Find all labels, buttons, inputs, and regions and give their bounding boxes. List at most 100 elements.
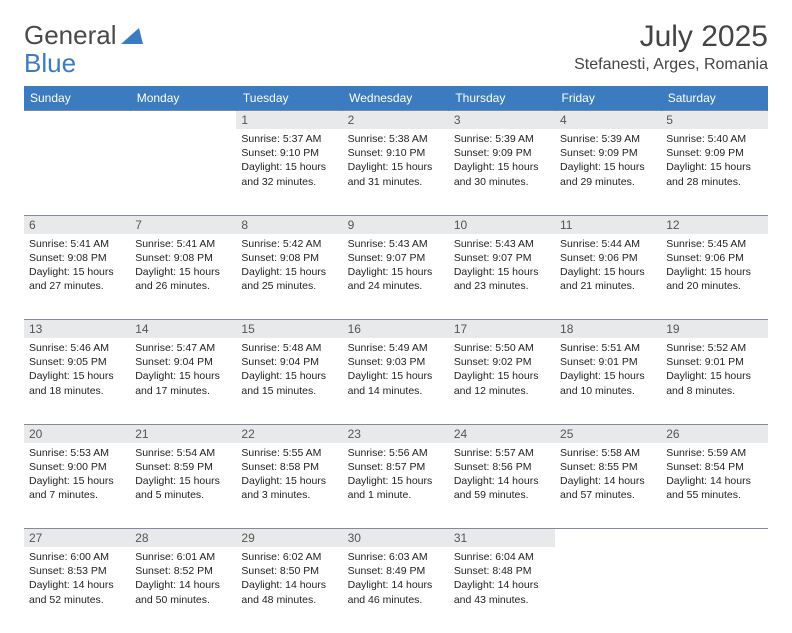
day-detail: Sunrise: 5:57 AMSunset: 8:56 PMDaylight:… xyxy=(449,443,555,509)
page-title: July 2025 xyxy=(574,20,768,54)
weekday-header: Monday xyxy=(130,86,236,111)
daylight-line2: and 46 minutes. xyxy=(348,593,444,607)
daylight-line2: and 28 minutes. xyxy=(666,175,762,189)
day-number: 15 xyxy=(236,320,342,338)
daynum-row: 6789101112 xyxy=(24,215,768,234)
day-number xyxy=(555,529,661,533)
day-number: 3 xyxy=(449,111,555,129)
logo-text-blue: Blue xyxy=(24,48,76,79)
day-number-cell: 20 xyxy=(24,424,130,443)
daylight-line: Daylight: 14 hours xyxy=(348,578,444,592)
day-number-cell: 2 xyxy=(343,111,449,130)
sunrise-line: Sunrise: 5:51 AM xyxy=(560,341,656,355)
sunrise-line: Sunrise: 5:54 AM xyxy=(135,446,231,460)
day-detail: Sunrise: 5:44 AMSunset: 9:06 PMDaylight:… xyxy=(555,234,661,300)
day-detail: Sunrise: 5:37 AMSunset: 9:10 PMDaylight:… xyxy=(236,129,342,195)
sunrise-line: Sunrise: 5:50 AM xyxy=(454,341,550,355)
sunrise-line: Sunrise: 6:04 AM xyxy=(454,550,550,564)
day-detail: Sunrise: 5:39 AMSunset: 9:09 PMDaylight:… xyxy=(555,129,661,195)
sunset-line: Sunset: 9:04 PM xyxy=(241,355,337,369)
daylight-line: Daylight: 14 hours xyxy=(241,578,337,592)
day-number-cell: 7 xyxy=(130,215,236,234)
day-number: 30 xyxy=(343,529,449,547)
day-number: 13 xyxy=(24,320,130,338)
day-number: 29 xyxy=(236,529,342,547)
day-number: 31 xyxy=(449,529,555,547)
sunrise-line: Sunrise: 5:43 AM xyxy=(348,237,444,251)
day-number-cell: 21 xyxy=(130,424,236,443)
daylight-line: Daylight: 15 hours xyxy=(560,160,656,174)
sunrise-line: Sunrise: 5:47 AM xyxy=(135,341,231,355)
sunset-line: Sunset: 8:52 PM xyxy=(135,564,231,578)
daylight-line2: and 52 minutes. xyxy=(29,593,125,607)
day-number-cell: 16 xyxy=(343,320,449,339)
daylight-line2: and 27 minutes. xyxy=(29,279,125,293)
sunset-line: Sunset: 9:10 PM xyxy=(348,146,444,160)
sunset-line: Sunset: 8:54 PM xyxy=(666,460,762,474)
sunset-line: Sunset: 8:57 PM xyxy=(348,460,444,474)
sunrise-line: Sunrise: 5:39 AM xyxy=(454,132,550,146)
daylight-line2: and 31 minutes. xyxy=(348,175,444,189)
sunrise-line: Sunrise: 6:00 AM xyxy=(29,550,125,564)
day-number: 9 xyxy=(343,216,449,234)
day-number-cell: 3 xyxy=(449,111,555,130)
daylight-line2: and 26 minutes. xyxy=(135,279,231,293)
day-number: 1 xyxy=(236,111,342,129)
day-number: 12 xyxy=(661,216,767,234)
sunrise-line: Sunrise: 5:46 AM xyxy=(29,341,125,355)
day-cell: Sunrise: 5:43 AMSunset: 9:07 PMDaylight:… xyxy=(449,234,555,320)
daylight-line: Daylight: 15 hours xyxy=(666,369,762,383)
day-detail: Sunrise: 6:03 AMSunset: 8:49 PMDaylight:… xyxy=(343,547,449,613)
sunset-line: Sunset: 9:07 PM xyxy=(454,251,550,265)
day-number-cell xyxy=(24,111,130,130)
daylight-line: Daylight: 15 hours xyxy=(29,474,125,488)
weekday-header: Thursday xyxy=(449,86,555,111)
daylight-line2: and 14 minutes. xyxy=(348,384,444,398)
weekday-header: Friday xyxy=(555,86,661,111)
day-number-cell: 27 xyxy=(24,529,130,548)
daylight-line2: and 7 minutes. xyxy=(29,488,125,502)
sunrise-line: Sunrise: 6:01 AM xyxy=(135,550,231,564)
day-detail: Sunrise: 5:49 AMSunset: 9:03 PMDaylight:… xyxy=(343,338,449,404)
day-detail: Sunrise: 5:47 AMSunset: 9:04 PMDaylight:… xyxy=(130,338,236,404)
day-cell: Sunrise: 6:01 AMSunset: 8:52 PMDaylight:… xyxy=(130,547,236,633)
day-detail: Sunrise: 6:04 AMSunset: 8:48 PMDaylight:… xyxy=(449,547,555,613)
day-detail: Sunrise: 5:43 AMSunset: 9:07 PMDaylight:… xyxy=(449,234,555,300)
daylight-line: Daylight: 14 hours xyxy=(560,474,656,488)
day-cell: Sunrise: 5:41 AMSunset: 9:08 PMDaylight:… xyxy=(130,234,236,320)
daylight-line: Daylight: 15 hours xyxy=(348,160,444,174)
day-cell: Sunrise: 5:50 AMSunset: 9:02 PMDaylight:… xyxy=(449,338,555,424)
daylight-line2: and 43 minutes. xyxy=(454,593,550,607)
daylight-line: Daylight: 15 hours xyxy=(666,160,762,174)
day-number-cell: 30 xyxy=(343,529,449,548)
weekday-header: Saturday xyxy=(661,86,767,111)
weekday-header: Wednesday xyxy=(343,86,449,111)
day-cell xyxy=(661,547,767,633)
day-number-cell: 18 xyxy=(555,320,661,339)
day-number-cell: 12 xyxy=(661,215,767,234)
day-number: 5 xyxy=(661,111,767,129)
sunset-line: Sunset: 8:59 PM xyxy=(135,460,231,474)
sunrise-line: Sunrise: 5:52 AM xyxy=(666,341,762,355)
daylight-line: Daylight: 15 hours xyxy=(29,265,125,279)
day-cell: Sunrise: 5:39 AMSunset: 9:09 PMDaylight:… xyxy=(555,129,661,215)
daylight-line: Daylight: 15 hours xyxy=(241,369,337,383)
calendar-table: SundayMondayTuesdayWednesdayThursdayFrid… xyxy=(24,86,768,633)
sunset-line: Sunset: 9:08 PM xyxy=(29,251,125,265)
day-number-cell: 23 xyxy=(343,424,449,443)
daylight-line: Daylight: 15 hours xyxy=(135,369,231,383)
logo: General xyxy=(24,20,145,51)
day-number xyxy=(661,529,767,533)
daylight-line: Daylight: 15 hours xyxy=(560,369,656,383)
day-cell: Sunrise: 5:57 AMSunset: 8:56 PMDaylight:… xyxy=(449,443,555,529)
day-cell: Sunrise: 5:56 AMSunset: 8:57 PMDaylight:… xyxy=(343,443,449,529)
daylight-line2: and 21 minutes. xyxy=(560,279,656,293)
day-cell: Sunrise: 6:04 AMSunset: 8:48 PMDaylight:… xyxy=(449,547,555,633)
sunrise-line: Sunrise: 5:45 AM xyxy=(666,237,762,251)
sunset-line: Sunset: 9:06 PM xyxy=(560,251,656,265)
day-number: 26 xyxy=(661,425,767,443)
sunset-line: Sunset: 9:06 PM xyxy=(666,251,762,265)
day-number-cell: 14 xyxy=(130,320,236,339)
daylight-line2: and 32 minutes. xyxy=(241,175,337,189)
calendar-body: 12345Sunrise: 5:37 AMSunset: 9:10 PMDayl… xyxy=(24,111,768,633)
